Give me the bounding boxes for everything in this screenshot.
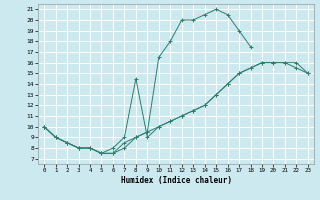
X-axis label: Humidex (Indice chaleur): Humidex (Indice chaleur) [121,176,231,185]
